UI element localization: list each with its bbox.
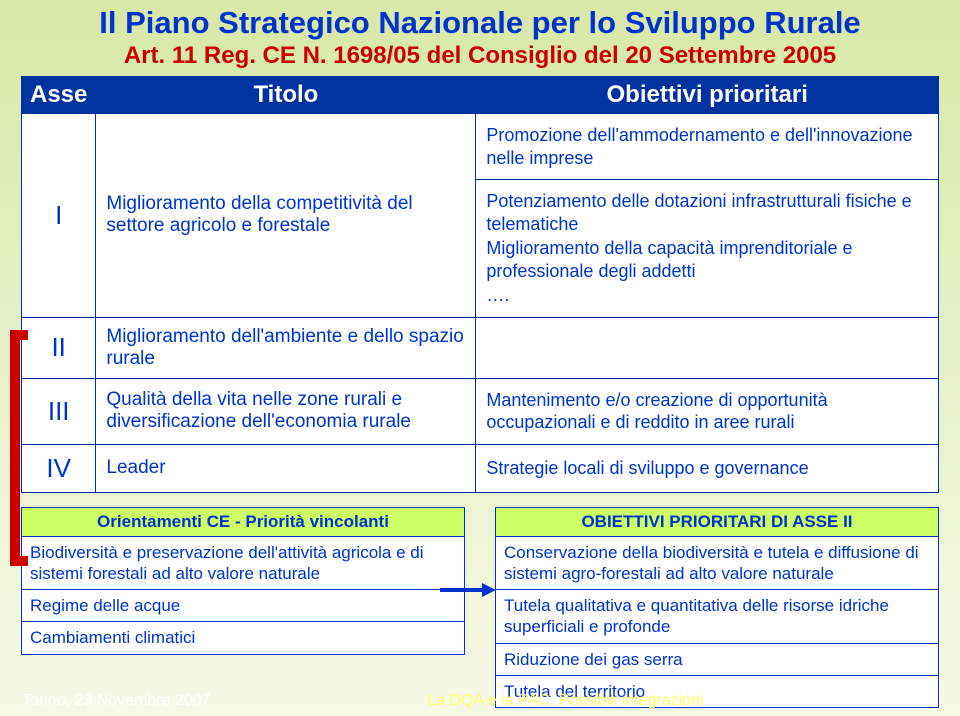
right-box-row: Conservazione della biodiversità e tutel… bbox=[496, 537, 938, 591]
left-box-row: Biodiversità e preservazione dell'attivi… bbox=[22, 537, 464, 591]
left-box-body: Biodiversità e preservazione dell'attivi… bbox=[21, 537, 465, 655]
obj-cell bbox=[476, 317, 939, 378]
footer: Torino, 23 Novembre 2007 La DQA e la PAC… bbox=[0, 692, 960, 710]
th-titolo: Titolo bbox=[96, 77, 476, 114]
obj-line: Miglioramento della capacità imprenditor… bbox=[486, 237, 928, 282]
th-asse: Asse bbox=[22, 77, 96, 114]
obj-line: Promozione dell'ammodernamento e dell'in… bbox=[486, 124, 928, 169]
obj-cell: Promozione dell'ammodernamento e dell'in… bbox=[476, 114, 939, 180]
left-box-row: Cambiamenti climatici bbox=[22, 622, 464, 654]
left-box-row: Regime delle acque bbox=[22, 590, 464, 622]
right-box-header: OBIETTIVI PRIORITARI DI ASSE II bbox=[495, 507, 939, 537]
lower-section: Orientamenti CE - Priorità vincolanti Bi… bbox=[21, 507, 939, 709]
red-bracket-icon bbox=[10, 332, 20, 564]
right-box-body: Conservazione della biodiversità e tutel… bbox=[495, 537, 939, 709]
table-row: I Miglioramento della competitività del … bbox=[22, 114, 939, 180]
axis-cell: III bbox=[22, 378, 96, 444]
page-title: Il Piano Strategico Nazionale per lo Svi… bbox=[0, 0, 960, 40]
page-subtitle: Art. 11 Reg. CE N. 1698/05 del Consiglio… bbox=[0, 40, 960, 76]
axis-cell: I bbox=[22, 114, 96, 318]
obj-line: …. bbox=[486, 284, 928, 307]
axis-cell: IV bbox=[22, 444, 96, 492]
footer-page: 15 bbox=[920, 692, 938, 710]
footer-date: Torino, 23 Novembre 2007 bbox=[22, 692, 211, 710]
title-cell: Miglioramento della competitività del se… bbox=[96, 114, 476, 318]
right-box-row: Riduzione dei gas serra bbox=[496, 644, 938, 676]
table-row: II Miglioramento dell'ambiente e dello s… bbox=[22, 317, 939, 378]
title-cell: Leader bbox=[96, 444, 476, 492]
th-obiettivi: Obiettivi prioritari bbox=[476, 77, 939, 114]
left-box: Orientamenti CE - Priorità vincolanti Bi… bbox=[21, 507, 465, 709]
obj-line: Strategie locali di sviluppo e governanc… bbox=[486, 457, 928, 480]
table-row: IV Leader Strategie locali di sviluppo e… bbox=[22, 444, 939, 492]
main-table: Asse Titolo Obiettivi prioritari I Migli… bbox=[21, 76, 939, 493]
obj-line: Potenziamento delle dotazioni infrastrut… bbox=[486, 190, 928, 235]
arrow-icon bbox=[440, 583, 496, 597]
left-box-header: Orientamenti CE - Priorità vincolanti bbox=[21, 507, 465, 537]
title-cell: Qualità della vita nelle zone rurali e d… bbox=[96, 378, 476, 444]
obj-cell: Mantenimento e/o creazione di opportunit… bbox=[476, 378, 939, 444]
obj-cell: Strategie locali di sviluppo e governanc… bbox=[476, 444, 939, 492]
footer-center: La DQA e la PAC. Possibili integrazioni bbox=[427, 692, 703, 710]
axis-cell: II bbox=[22, 317, 96, 378]
right-box: OBIETTIVI PRIORITARI DI ASSE II Conserva… bbox=[495, 507, 939, 709]
table-row: III Qualità della vita nelle zone rurali… bbox=[22, 378, 939, 444]
title-cell: Miglioramento dell'ambiente e dello spaz… bbox=[96, 317, 476, 378]
obj-cell: Potenziamento delle dotazioni infrastrut… bbox=[476, 180, 939, 318]
obj-line: Mantenimento e/o creazione di opportunit… bbox=[486, 389, 928, 434]
right-box-row: Tutela qualitativa e quantitativa delle … bbox=[496, 590, 938, 644]
